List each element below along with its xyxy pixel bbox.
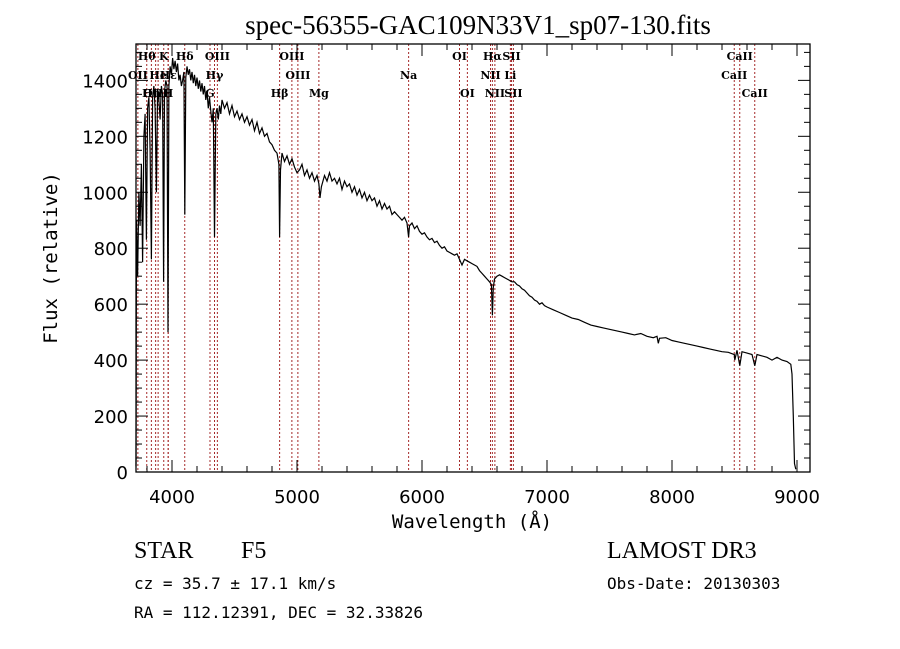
spectral-line-label: OI	[452, 50, 467, 63]
chart-title: spec-56355-GAC109N33V1_sp07-130.fits	[245, 10, 711, 40]
spectral-line-label: OIII	[285, 69, 310, 82]
spectral-line-label: NII	[480, 69, 500, 82]
spectral-line-label: OII	[128, 69, 148, 82]
x-tick-label: 4000	[149, 487, 195, 508]
axis-ticks	[136, 44, 810, 473]
spectral-line-label: SII	[502, 50, 520, 63]
spectral-line-label: Hα	[483, 50, 502, 63]
y-tick-label: 400	[94, 351, 128, 372]
x-tick-label: 8000	[649, 487, 695, 508]
spectral-line-label: CaII	[727, 50, 753, 63]
object-class: STAR	[134, 538, 194, 564]
spectral-line-label: Hγ	[206, 69, 224, 82]
y-tick-labels: 0 200 400 600 800 1000 1200 1400	[82, 71, 128, 484]
spectral-line-label: Hε	[160, 69, 177, 82]
spectrum-line	[135, 57, 797, 470]
redshift-text: cz = 35.7 ± 17.1 km/s	[134, 574, 337, 593]
x-tick-label: 7000	[524, 487, 570, 508]
spectral-line-label: Hβ	[271, 87, 289, 100]
spectral-line-label: Li	[504, 69, 516, 82]
spectral-line-label: CaII	[742, 87, 768, 100]
spectral-line-label: He	[149, 69, 166, 82]
spectral-line-label: OIII	[205, 50, 230, 63]
y-tick-label: 0	[117, 463, 128, 484]
spectral-line-label: Hη	[142, 87, 160, 100]
survey-name: LAMOST DR3	[607, 538, 757, 564]
spectral-line-label: NII	[485, 87, 505, 100]
plot-frame	[135, 43, 811, 473]
spectral-line-label: OIII	[279, 50, 304, 63]
coordinates-text: RA = 112.12391, DEC = 32.33826	[134, 603, 423, 622]
y-tick-label: 200	[94, 407, 128, 428]
spectral-line-label: Hθ	[138, 50, 156, 63]
y-tick-label: 800	[94, 239, 128, 260]
spectral-line-markers	[137, 44, 756, 472]
spectral-line-label: OI	[460, 87, 475, 100]
obs-date: Obs-Date: 20130303	[607, 574, 781, 593]
spectral-line-label: Hδ	[176, 50, 194, 63]
x-tick-label: 5000	[274, 487, 320, 508]
x-axis-label: Wavelength (Å)	[392, 510, 552, 533]
spectral-line-label: CaII	[721, 69, 747, 82]
spectral-line-label: H	[163, 87, 173, 100]
y-axis-label: Flux (relative)	[40, 172, 62, 344]
spectral-line-label: Mg	[309, 87, 329, 100]
y-tick-label: 600	[94, 295, 128, 316]
x-tick-label: 9000	[774, 487, 820, 508]
y-tick-label: 1200	[82, 127, 128, 148]
spectral-line-label: SII	[504, 87, 522, 100]
y-tick-label: 1400	[82, 71, 128, 92]
spectral-line-label: K	[159, 50, 169, 63]
spectral-line-label: G	[205, 87, 214, 100]
spectral-line-label: Na	[400, 69, 417, 82]
x-tick-label: 6000	[399, 487, 445, 508]
y-tick-label: 1000	[82, 183, 128, 204]
x-tick-labels: 4000 5000 6000 7000 8000 9000	[149, 487, 820, 508]
object-subclass: F5	[241, 538, 267, 564]
